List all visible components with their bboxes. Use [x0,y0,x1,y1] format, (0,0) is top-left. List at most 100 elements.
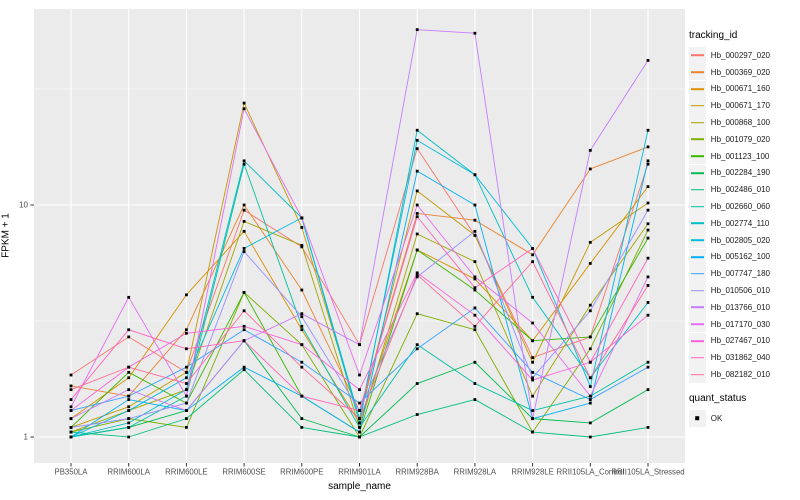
legend-item-Hb_000671_160: Hb_000671_160 [689,80,799,98]
data-point-marker [415,203,419,207]
data-point-marker [646,145,650,149]
data-point-marker [300,312,304,316]
data-point-marker [531,247,534,250]
legend-item-Hb_000297_020: Hb_000297_020 [689,47,799,64]
legend-item-Hb_002486_010: Hb_002486_010 [689,181,799,199]
legend-item-label: Hb_002284_190 [710,168,770,178]
legend-items: Hb_000297_020 Hb_000369_020 Hb_000671_160 H… [689,47,799,383]
data-point-marker [242,107,246,111]
data-point-marker [531,360,534,364]
data-point-marker [473,328,477,332]
data-point-marker [531,376,534,380]
data-point-marker [531,378,534,382]
legend-item-Hb_082182_010: Hb_082182_010 [689,366,799,383]
data-point-marker [588,376,592,380]
legend-item-label: Hb_002660_060 [710,202,770,212]
data-point-marker [531,339,534,343]
x-tick-label-RRII105LA_Control: RRII105LA_Control [556,468,624,477]
legend-item-label: Hb_001123_100 [710,151,770,161]
legend-item-label: Hb_013766_010 [710,302,770,312]
data-point-marker [646,159,650,163]
data-point-marker [646,365,650,369]
data-point-marker [242,208,246,212]
data-point-marker [588,303,592,307]
x-tick-label-RRIM901LA: RRIM901LA [338,468,381,477]
x-tick-label-RRIM928BA: RRIM928BA [396,468,440,477]
data-point-marker [242,247,246,250]
legend-item-Hb_001123_100: Hb_001123_100 [689,147,799,165]
data-point-marker [358,401,361,405]
legend-item-label: Hb_082182_010 [710,370,770,380]
data-point-marker [300,343,304,347]
data-point-marker [242,324,246,328]
data-point-marker [473,360,477,364]
data-point-marker [415,232,419,236]
legend-item-label: Hb_002774_110 [710,218,770,228]
data-point-marker [358,421,361,425]
legend-item-Hb_000671_170: Hb_000671_170 [689,97,799,115]
data-point-marker [588,421,592,425]
legend-item-label: Hb_005162_100 [710,252,770,262]
data-point-marker [185,417,188,421]
data-point-marker [473,260,477,264]
legend-title-tracking-id: tracking_id [689,30,738,41]
data-point-marker [588,385,592,388]
data-point-marker [242,368,246,372]
data-point-marker [127,405,131,409]
legend-key-swatch-icon [689,366,706,383]
data-point-marker [588,401,592,405]
data-point-marker [646,59,650,62]
legend-key-swatch-icon [689,131,706,148]
data-point-marker [242,229,246,233]
legend-item-Hb_013766_010: Hb_013766_010 [689,299,799,316]
data-point-marker [300,243,304,247]
data-point-marker [415,248,419,252]
data-point-marker [127,335,131,339]
data-point-marker [242,365,246,369]
legend-item-ok-label: OK [710,413,723,423]
data-point-marker [531,321,534,325]
legend-item-label: Hb_027467_010 [710,336,770,346]
data-point-marker [69,388,73,392]
data-point-marker [127,425,131,429]
legend-key-swatch-icon [689,231,706,249]
x-tick-label-RRIM600PE: RRIM600PE [280,468,323,477]
data-point-marker [358,435,361,439]
data-point-marker [358,409,361,412]
legend-item-label: Hb_001079_020 [710,134,770,144]
data-point-marker [127,435,131,439]
data-point-marker [358,388,361,392]
data-point-marker [69,405,73,409]
legend-item-label: Hb_000868_100 [710,118,770,128]
data-point-marker [242,101,246,105]
data-point-marker [531,394,534,398]
data-point-marker [473,275,477,279]
legend-item-Hb_000369_020: Hb_000369_020 [689,63,799,81]
data-point-marker [646,201,650,205]
data-point-marker [415,343,419,347]
data-point-marker [531,417,534,421]
data-point-marker [300,315,304,319]
data-point-marker [127,370,131,374]
data-point-marker [242,219,246,223]
legend-item-Hb_005162_100: Hb_005162_100 [689,248,799,266]
legend-key-swatch-icon [689,164,706,182]
legend-key-swatch-icon [689,47,706,64]
legend-item-Hb_027467_010: Hb_027467_010 [689,332,799,350]
data-point-marker [242,339,246,343]
data-point-marker [473,31,477,35]
legend-item-Hb_002660_060: Hb_002660_060 [689,198,799,215]
data-point-marker [646,208,650,212]
data-point-marker [185,382,188,385]
data-point-marker [415,273,419,277]
x-tick-label-RRIM600SE: RRIM600SE [222,468,265,477]
data-point-marker [531,356,534,359]
data-point-marker [300,417,304,421]
data-point-marker [185,347,188,351]
data-point-marker [473,313,477,317]
data-point-marker [531,370,534,374]
legend-key-swatch-icon [689,248,706,266]
data-point-marker [300,245,304,249]
data-point-marker [127,365,131,369]
